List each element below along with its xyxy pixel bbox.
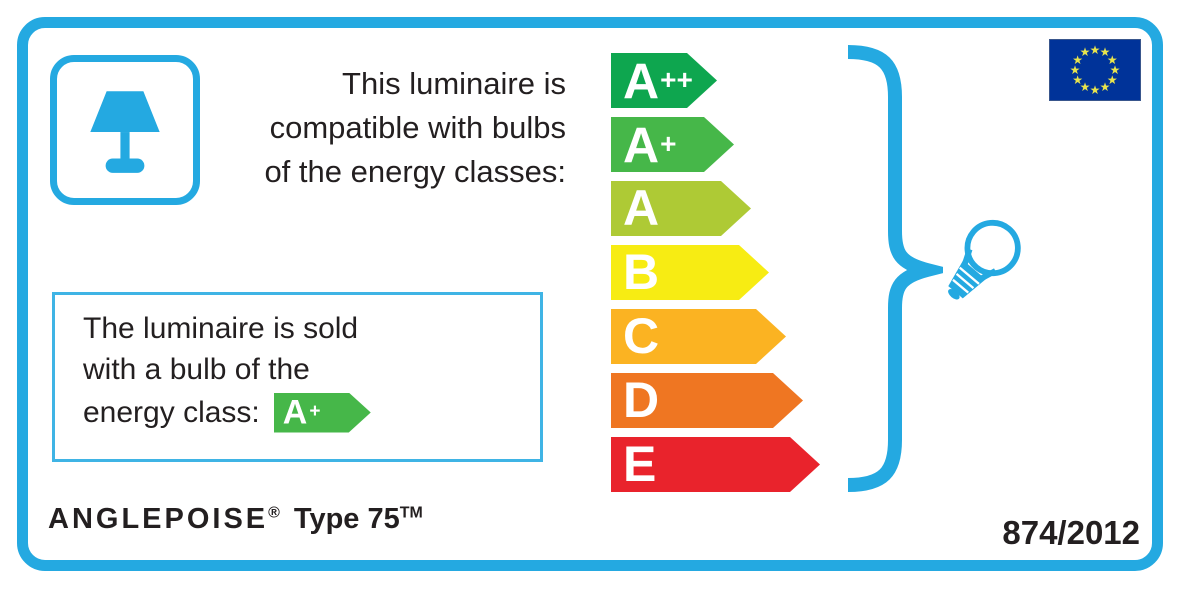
eu-flag-star: ★ [1106, 72, 1118, 87]
sold-bulb-class-arrow: A + [274, 393, 371, 433]
energy-class-label: A+ [623, 117, 677, 174]
sold-bulb-class-label: A + [282, 393, 321, 432]
curly-brace [847, 45, 943, 492]
brand-line: ANGLEPOISE® Type 75TM [48, 503, 423, 536]
energy-class-arrow-C: C [611, 309, 786, 364]
energy-class-label: A [623, 180, 659, 236]
registered-mark: ® [268, 504, 280, 522]
eu-flag-stars: ★ ★ ★ ★ ★ ★ ★ ★ ★ ★ ★ ★ [1050, 40, 1140, 100]
eu-flag-star: ★ [1099, 45, 1111, 60]
sold-line: The luminaire is sold [83, 312, 359, 345]
energy-class-arrow-B: B [611, 245, 769, 300]
luminaire-icon-box [50, 55, 200, 205]
eu-flag-star: ★ [1089, 42, 1101, 57]
eu-flag-star: ★ [1072, 72, 1084, 87]
label-border [17, 17, 1163, 571]
sold-line: energy class: A + [83, 392, 540, 433]
compatibility-line: This luminaire is [342, 66, 566, 101]
eu-flag-star: ★ [1069, 62, 1081, 77]
energy-class-arrow-A: A [611, 181, 751, 236]
brand-name: ANGLEPOISE [48, 503, 269, 535]
eu-flag-star: ★ [1109, 62, 1121, 77]
light-bulb-icon [948, 219, 1021, 300]
eu-flag-star: ★ [1106, 52, 1118, 67]
eu-flag: ★ ★ ★ ★ ★ ★ ★ ★ ★ ★ ★ ★ [1050, 40, 1140, 100]
compatibility-line: compatible with bulbs [269, 110, 566, 145]
table-lamp-icon [90, 91, 160, 173]
eu-flag-star: ★ [1099, 79, 1111, 94]
energy-class-label: E [623, 436, 656, 492]
energy-class-arrow-A++: A++ [611, 53, 717, 108]
energy-class-scale: A++ A+ A B C D E [611, 53, 820, 501]
sold-line: with a bulb of the [83, 353, 310, 386]
energy-class-arrow-E: E [611, 437, 820, 492]
energy-class-label: D [623, 372, 659, 428]
model-name: Type 75 [293, 503, 400, 535]
eu-flag-star: ★ [1079, 79, 1091, 94]
eu-flag-star: ★ [1079, 45, 1091, 60]
sold-bulb-box: The luminaire is sold with a bulb of the… [52, 292, 543, 462]
compatibility-line: of the energy classes: [264, 154, 566, 189]
energy-class-label: B [623, 244, 659, 300]
regulation-number: 874/2012 [1002, 514, 1140, 551]
compatibility-statement: This luminaire is compatible with bulbs … [150, 62, 566, 194]
energy-class-arrow-A+: A+ [611, 117, 734, 172]
energy-class-arrow-D: D [611, 373, 803, 428]
trademark-mark: TM [399, 504, 423, 522]
eu-flag-star: ★ [1089, 82, 1101, 97]
energy-class-label: A++ [623, 53, 693, 110]
sold-line-label: energy class: [83, 396, 260, 429]
eu-flag-star: ★ [1072, 52, 1084, 67]
energy-class-label: C [623, 308, 659, 364]
